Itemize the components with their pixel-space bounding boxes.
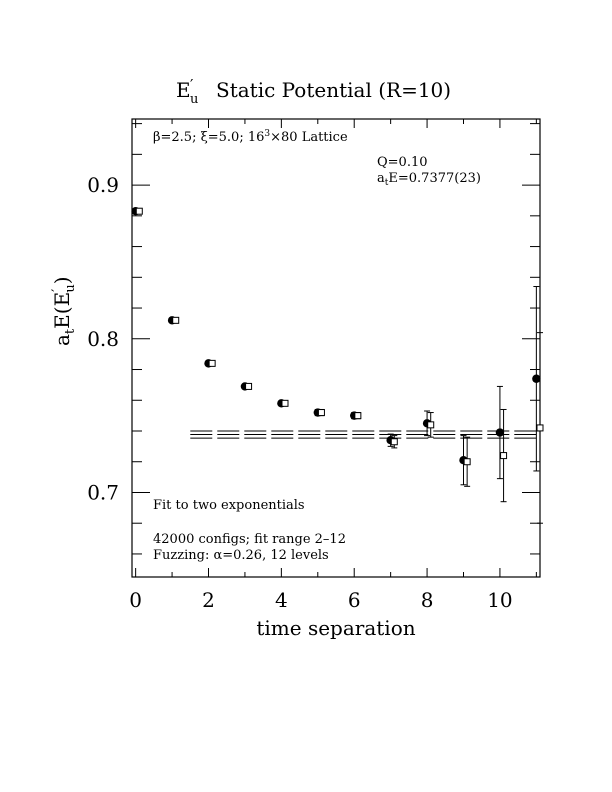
- y-tick-label: 0.8: [87, 327, 119, 351]
- data-point-square: [208, 359, 216, 367]
- svg-text:u: u: [190, 92, 198, 107]
- fit-lines: [190, 430, 540, 439]
- x-tick-label: 0: [129, 588, 142, 612]
- annotation-fuzzing: Fuzzing: α=0.26, 12 levels: [153, 548, 329, 563]
- x-tick-label: 8: [421, 588, 434, 612]
- x-tick-label: 6: [348, 588, 361, 612]
- annotation-lattice: β=2.5; ξ=5.0; 163×80 Lattice: [153, 129, 348, 145]
- data-point-square: [463, 458, 471, 466]
- x-axis-label: time separation: [256, 616, 415, 640]
- svg-text:′: ′: [190, 76, 194, 94]
- svg-text:β=2.5; ξ=5.0; 163×80 Lattice: β=2.5; ξ=5.0; 163×80 Lattice: [153, 129, 348, 145]
- data-point-circle: [495, 428, 505, 437]
- annotation-configs: 42000 configs; fit range 2–12: [153, 532, 346, 547]
- y-axis-label: atE(E′u): [50, 276, 78, 346]
- svg-text:atE=0.7377(23): atE=0.7377(23): [377, 171, 481, 188]
- data-point-square: [427, 421, 435, 429]
- data-point-square: [390, 438, 398, 446]
- svg-text:atE(E′u): atE(E′u): [50, 276, 78, 346]
- annotation-energy: atE=0.7377(23): [377, 171, 481, 188]
- data-point-square: [317, 409, 325, 417]
- annotation-q: Q=0.10: [377, 155, 428, 170]
- data-points: [131, 207, 544, 524]
- data-point-square: [172, 316, 180, 324]
- x-tick-label: 4: [275, 588, 288, 612]
- data-point-square: [500, 452, 508, 460]
- x-tick-label: 2: [202, 588, 215, 612]
- data-point-square: [281, 399, 289, 407]
- data-point-square: [245, 382, 253, 390]
- x-tick-labels: 0 2 4 6 8 10: [129, 588, 512, 612]
- svg-text:E: E: [176, 78, 191, 102]
- chart-title: E ′ u Static Potential (R=10): [176, 76, 451, 107]
- data-point-square: [135, 207, 143, 215]
- data-point-circle: [532, 374, 541, 383]
- chart-title-text: Static Potential (R=10): [216, 78, 451, 102]
- axis-ticks: [132, 119, 540, 577]
- x-tick-label: 10: [487, 588, 512, 612]
- data-point-square: [536, 424, 544, 432]
- data-point-square: [354, 412, 362, 420]
- y-tick-labels: 0.7 0.8 0.9: [87, 173, 119, 504]
- y-tick-label: 0.7: [87, 480, 119, 504]
- y-tick-label: 0.9: [87, 173, 119, 197]
- annotation-fit-type: Fit to two exponentials: [153, 498, 305, 513]
